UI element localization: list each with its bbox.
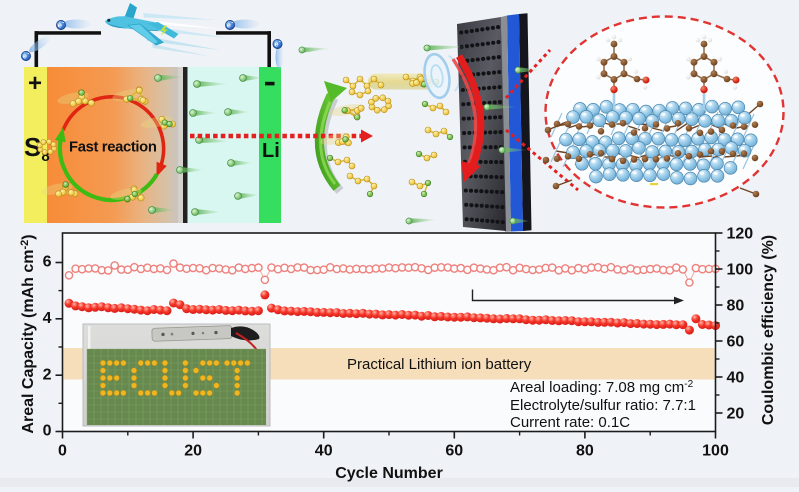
svg-text:Coulombic efficiency (%): Coulombic efficiency (%) xyxy=(760,235,777,425)
svg-text:Areal loading: 7.08 mg cm-2: Areal loading: 7.08 mg cm-2 xyxy=(510,379,694,396)
svg-text:4: 4 xyxy=(43,310,52,327)
svg-text:2: 2 xyxy=(43,366,52,383)
svg-text:+: + xyxy=(28,70,42,97)
svg-text:Fast reaction: Fast reaction xyxy=(69,140,157,156)
svg-text:80: 80 xyxy=(576,443,594,460)
svg-text:Electrolyte/sulfur ratio: 7.7:: Electrolyte/sulfur ratio: 7.7:1 xyxy=(510,397,696,414)
svg-text:e: e xyxy=(227,21,231,30)
svg-text:60: 60 xyxy=(445,443,463,460)
svg-text:6: 6 xyxy=(43,254,52,271)
svg-text:80: 80 xyxy=(727,298,745,315)
svg-text:120: 120 xyxy=(727,226,754,243)
svg-text:Cycle Number: Cycle Number xyxy=(335,465,443,482)
svg-text:60: 60 xyxy=(727,334,745,351)
svg-text:-: - xyxy=(231,20,233,26)
svg-text:0: 0 xyxy=(43,423,52,440)
svg-text:100: 100 xyxy=(727,262,754,279)
svg-text:20: 20 xyxy=(727,406,745,423)
svg-text:e: e xyxy=(58,21,62,30)
svg-text:-: - xyxy=(27,51,29,57)
svg-text:Practical Lithium ion battery: Practical Lithium ion battery xyxy=(347,356,532,373)
svg-text:Li: Li xyxy=(262,140,280,162)
svg-text:40: 40 xyxy=(315,443,333,460)
svg-text:20: 20 xyxy=(184,443,202,460)
svg-text:100: 100 xyxy=(702,443,729,460)
svg-text:e: e xyxy=(274,40,278,49)
svg-text:-: - xyxy=(62,20,64,26)
svg-text:Areal Capacity (mAh cm-2): Areal Capacity (mAh cm-2) xyxy=(19,234,37,433)
svg-text:Current rate: 0.1C: Current rate: 0.1C xyxy=(510,414,630,431)
svg-text:40: 40 xyxy=(727,370,745,387)
svg-text:-: - xyxy=(279,39,281,45)
svg-text:0: 0 xyxy=(58,443,67,460)
svg-text:e: e xyxy=(23,52,27,61)
